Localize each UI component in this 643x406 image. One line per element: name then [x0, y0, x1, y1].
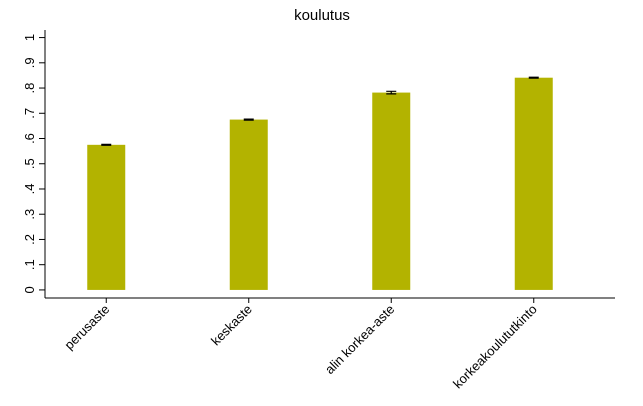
y-tick-label: .9 — [22, 57, 37, 68]
error-bar — [528, 76, 539, 79]
bar — [372, 92, 411, 290]
y-tick-label: .3 — [22, 209, 37, 220]
y-tick-label: 0 — [22, 286, 37, 293]
y-tick-label: .7 — [22, 108, 37, 119]
y-tick-label: .2 — [22, 234, 37, 245]
bar — [87, 144, 126, 290]
bar — [229, 119, 268, 290]
error-bar — [101, 143, 112, 146]
y-tick-label: .6 — [22, 133, 37, 144]
chart-title: koulutus — [294, 7, 350, 24]
y-tick-label: .5 — [22, 158, 37, 169]
y-tick-label: 1 — [22, 34, 37, 41]
error-bar — [386, 90, 397, 95]
y-tick-label: .1 — [22, 259, 37, 270]
bar — [514, 77, 553, 290]
error-bar — [243, 118, 254, 121]
y-tick-label: .4 — [22, 184, 37, 195]
y-tick-label: .8 — [22, 83, 37, 94]
